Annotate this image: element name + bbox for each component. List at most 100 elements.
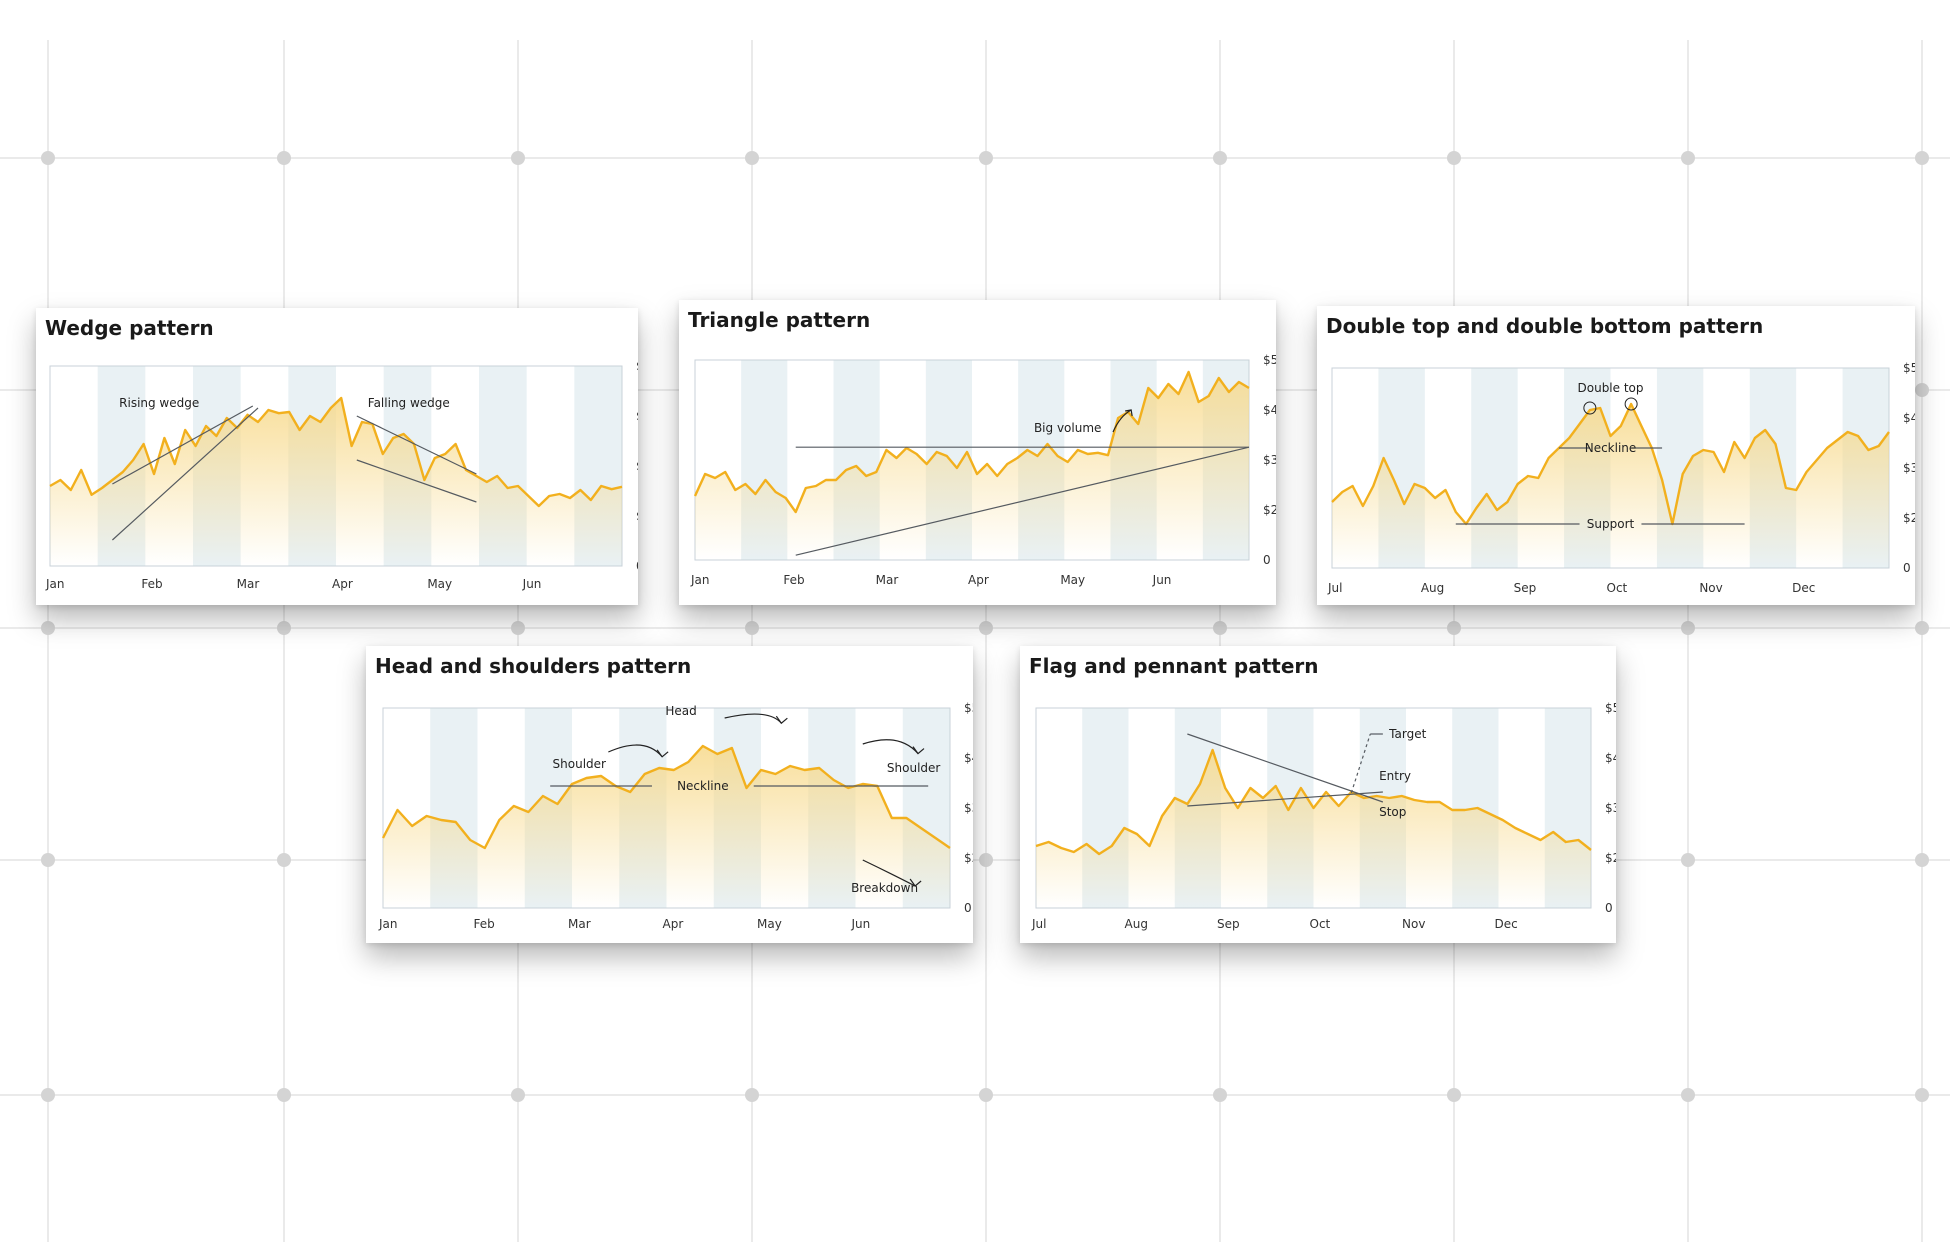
head-label: Head <box>665 704 696 718</box>
series-line <box>693 370 1250 514</box>
x-tick-label: May <box>1060 573 1085 587</box>
x-tick-label: Aug <box>1421 581 1444 595</box>
grid-dot <box>41 151 55 165</box>
grid-dot <box>277 621 291 635</box>
arrow-head-icon <box>1125 409 1133 417</box>
stop-label: Stop <box>1379 805 1406 819</box>
x-tick-label: Jun <box>522 577 542 591</box>
y-tick-label: 0 <box>1605 901 1613 915</box>
y-tick-label: $500 <box>1605 701 1616 715</box>
x-tick-label: Nov <box>1699 581 1722 595</box>
grid-dot <box>1915 151 1929 165</box>
grid-dot <box>41 621 55 635</box>
y-tick-label: $200 <box>964 851 973 865</box>
flag-and-pennant-card: Flag and pennant pattern $500 $400 $300 $20… <box>1020 646 1616 943</box>
grid-dot <box>1213 151 1227 165</box>
grid-dot <box>1447 151 1461 165</box>
grid-dot <box>41 853 55 867</box>
wedge-resistance-line <box>112 405 254 485</box>
y-tick-label: $300 <box>1605 801 1616 815</box>
triangle-pattern-card: Triangle pattern $500 $400 $300 $200 0 Jan Feb… <box>679 300 1276 605</box>
falling-wedge-support <box>356 459 477 503</box>
x-tick-label: Jan <box>45 577 65 591</box>
y-tick-label: $400 <box>1605 751 1616 765</box>
y-tick-label: $300 <box>636 459 638 473</box>
grid-dot <box>41 1088 55 1102</box>
card-title: Double top and double bottom pattern <box>1326 314 1764 338</box>
series-line <box>1035 748 1592 856</box>
x-tick-label: Apr <box>968 573 989 587</box>
x-tick-label: May <box>427 577 452 591</box>
grid-dot <box>1213 1088 1227 1102</box>
x-tick-label: Apr <box>663 917 684 931</box>
x-tick-label: Dec <box>1792 581 1815 595</box>
x-tick-label: Jul <box>1031 917 1046 931</box>
neckline-label: Neckline <box>1585 441 1637 455</box>
neckline-label: Neckline <box>677 779 729 793</box>
pennant-upper-line <box>1187 733 1384 803</box>
x-tick-label: Jan <box>378 917 398 931</box>
y-tick-label: $300 <box>1263 453 1276 467</box>
grid-dot <box>1447 621 1461 635</box>
x-tick-label: Sep <box>1514 581 1537 595</box>
grid-dot <box>277 151 291 165</box>
y-tick-label: 0 <box>636 559 638 573</box>
grid-dot <box>1915 853 1929 867</box>
y-tick-label: $200 <box>1263 503 1276 517</box>
wedge-support-line <box>111 407 259 541</box>
pennant-lower-line <box>1187 791 1383 807</box>
arrow-head-icon <box>656 749 669 758</box>
y-tick-label: $500 <box>964 701 973 715</box>
grid-dot <box>745 151 759 165</box>
grid-dot <box>277 853 291 867</box>
grid-dot <box>1915 621 1929 635</box>
support-label: Support <box>1587 517 1635 531</box>
x-tick-label: Nov <box>1402 917 1425 931</box>
big-volume-label: Big volume <box>1034 421 1101 435</box>
arrow-head-icon <box>912 746 925 755</box>
y-tick-label: 0 <box>1903 561 1911 575</box>
breakdown-arrow <box>862 859 916 887</box>
y-tick-label: $500 <box>636 359 638 373</box>
x-tick-label: Jun <box>1152 573 1172 587</box>
y-tick-label: 0 <box>1263 553 1271 567</box>
grid-dot <box>1681 1088 1695 1102</box>
series-line <box>49 396 623 508</box>
x-tick-label: Feb <box>474 917 495 931</box>
double-top-marker <box>1624 397 1638 411</box>
y-tick-label: $400 <box>1263 403 1276 417</box>
triangle-support-line <box>795 446 1250 556</box>
x-tick-label: Jan <box>690 573 710 587</box>
double-top-label: Double top <box>1578 381 1644 395</box>
series-area <box>695 372 1249 560</box>
grid-dot <box>511 151 525 165</box>
target-label: Target <box>1388 727 1426 741</box>
arrow-head-icon <box>775 715 788 725</box>
y-tick-label: $400 <box>1903 411 1915 425</box>
x-tick-label: Mar <box>568 917 591 931</box>
grid-dot <box>1681 621 1695 635</box>
rising-wedge-label: Rising wedge <box>119 396 199 410</box>
x-tick-label: Feb <box>141 577 162 591</box>
grid-dot <box>511 621 525 635</box>
grid-dot <box>511 1088 525 1102</box>
x-tick-label: Oct <box>1310 917 1331 931</box>
y-tick-label: $400 <box>964 751 973 765</box>
breakdown-label: Breakdown <box>851 881 918 895</box>
falling-wedge-resistance <box>356 415 477 475</box>
x-tick-label: Mar <box>237 577 260 591</box>
falling-wedge-label: Falling wedge <box>368 396 450 410</box>
y-tick-label: $300 <box>1903 461 1915 475</box>
flag-and-pennant-chart: $500 $400 $300 $200 0 Jul Aug Sep Oct Nov Dec Targe… <box>1031 701 1616 931</box>
card-title: Head and shoulders pattern <box>375 654 692 678</box>
x-tick-label: Apr <box>332 577 353 591</box>
y-tick-label: $400 <box>636 409 638 423</box>
grid-dot <box>1681 151 1695 165</box>
grid-dot <box>277 1088 291 1102</box>
head-and-shoulders-card: Head and shoulders pattern $500$400$300$… <box>366 646 973 943</box>
shoulder-left-label: Shoulder <box>553 757 607 771</box>
series-area <box>50 398 622 566</box>
series-line <box>1331 402 1890 526</box>
y-tick-label: $500 <box>1903 361 1915 375</box>
series-area <box>1332 404 1889 568</box>
